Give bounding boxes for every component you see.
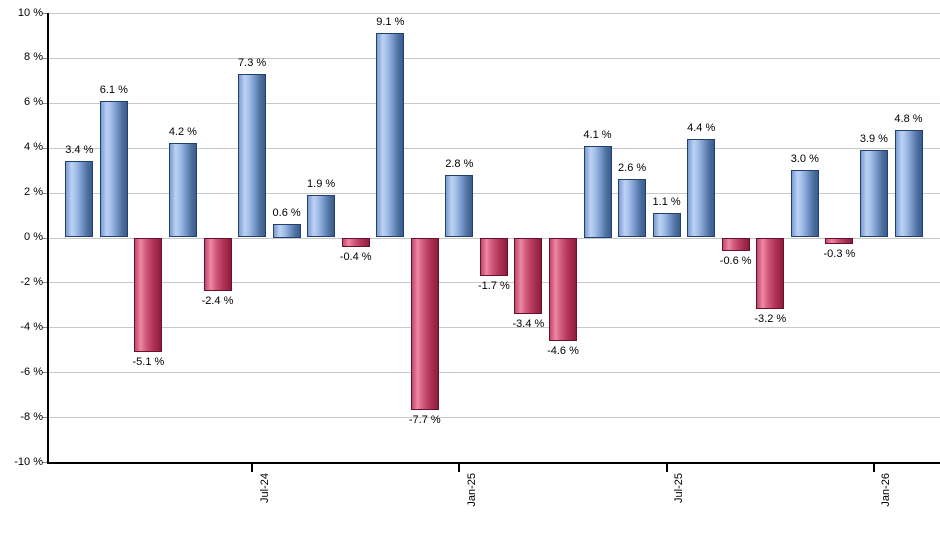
- bar-Sep-24: [307, 194, 336, 238]
- y-tick-mark: [42, 462, 48, 463]
- bar-May-25: [583, 145, 612, 238]
- bar-Jun-25: [618, 179, 647, 238]
- y-tick-label: 8 %: [24, 51, 43, 64]
- value-label: -5.1 %: [132, 356, 165, 368]
- bar-Nov-24: [376, 33, 405, 238]
- value-label: 4.1 %: [583, 128, 612, 141]
- gridline: [48, 372, 940, 374]
- gridline: [48, 147, 940, 149]
- y-tick-mark: [42, 282, 48, 284]
- bar-Apr-24: [134, 237, 163, 352]
- y-tick-mark: [42, 417, 48, 419]
- gridline: [48, 192, 940, 194]
- y-tick-mark: [42, 327, 48, 329]
- bar-Jan-25: [445, 174, 474, 238]
- y-tick-label: 0 %: [24, 231, 43, 243]
- value-label: 1.1 %: [652, 195, 681, 208]
- value-label: 4.4 %: [687, 121, 716, 134]
- bar-Feb-25: [479, 237, 508, 276]
- y-tick-mark: [42, 57, 48, 59]
- value-label: 0.6 %: [272, 207, 301, 219]
- x-tick-mark: [251, 464, 254, 472]
- y-tick-mark: [42, 192, 48, 194]
- x-tick-label: Jul-25: [673, 473, 686, 503]
- gridline: [48, 57, 940, 59]
- bar-Sep-25: [721, 237, 750, 251]
- bar-Oct-24: [341, 237, 370, 247]
- gridline: [48, 102, 940, 104]
- y-tick-mark: [42, 147, 48, 149]
- bar-Dec-25: [825, 237, 854, 245]
- value-label: -3.2 %: [754, 313, 787, 326]
- value-label: 2.6 %: [618, 162, 647, 175]
- bar-Mar-25: [514, 237, 543, 314]
- x-tick-mark: [665, 464, 668, 472]
- value-label: 4.8 %: [894, 112, 923, 125]
- value-label: -0.4 %: [339, 250, 372, 263]
- bar-Apr-25: [549, 237, 577, 341]
- y-tick-label: -2 %: [20, 275, 43, 288]
- value-label: 9.1 %: [376, 16, 405, 29]
- x-tick-label: Jan-26: [880, 473, 893, 507]
- gridline: [48, 13, 940, 14]
- y-tick-label: -4 %: [20, 320, 43, 333]
- bar-Nov-25: [790, 170, 819, 238]
- y-tick-label: -8 %: [20, 410, 43, 423]
- gridline: [48, 327, 940, 329]
- value-label: 7.3 %: [238, 56, 267, 69]
- y-tick-label: -6 %: [20, 365, 43, 378]
- value-label: -0.3 %: [823, 248, 856, 261]
- y-tick-mark: [42, 13, 48, 14]
- value-label: -0.6 %: [719, 255, 752, 267]
- y-tick-label: 6 %: [24, 96, 43, 109]
- gridline: [48, 417, 940, 419]
- value-label: 3.4 %: [65, 144, 94, 157]
- value-label: 3.0 %: [790, 153, 819, 166]
- value-label: 1.9 %: [307, 177, 336, 190]
- value-label: -7.7 %: [408, 414, 441, 427]
- bar-Jul-24: [238, 73, 267, 238]
- bar-Oct-25: [756, 237, 785, 310]
- bar-Jan-26: [859, 149, 888, 238]
- value-label: 2.8 %: [445, 157, 474, 170]
- x-tick-mark: [872, 464, 875, 472]
- bar-Jul-25: [652, 212, 681, 238]
- y-tick-label: 10 %: [17, 6, 43, 19]
- value-label: 3.9 %: [859, 132, 888, 145]
- value-label: -4.6 %: [547, 344, 579, 357]
- bar-Feb-26: [894, 129, 923, 238]
- bar-Aug-24: [272, 224, 301, 238]
- bar-Feb-24: [65, 161, 94, 238]
- y-tick-label: -10 %: [14, 455, 43, 468]
- y-tick-mark: [42, 102, 48, 104]
- y-tick-mark: [42, 237, 48, 239]
- x-tick-label: Jan-25: [465, 473, 478, 507]
- x-axis-line: [47, 462, 940, 464]
- value-label: -2.4 %: [201, 295, 234, 308]
- value-label: 6.1 %: [99, 83, 128, 96]
- value-label: -3.4 %: [512, 317, 545, 330]
- y-tick-label: 4 %: [24, 141, 43, 154]
- bar-Dec-24: [410, 237, 439, 411]
- gridline: [48, 282, 940, 284]
- y-tick-mark: [42, 372, 48, 374]
- x-tick-label: Jul-24: [258, 473, 271, 503]
- bar-Aug-25: [687, 138, 716, 238]
- value-label: 4.2 %: [168, 126, 197, 139]
- y-axis-line: [47, 13, 49, 464]
- bar-Mar-24: [99, 100, 128, 238]
- value-label: -1.7 %: [477, 279, 510, 292]
- x-tick-mark: [458, 464, 461, 472]
- y-tick-label: 2 %: [24, 186, 43, 199]
- bar-Jun-24: [203, 237, 232, 292]
- bar-May-24: [168, 143, 197, 238]
